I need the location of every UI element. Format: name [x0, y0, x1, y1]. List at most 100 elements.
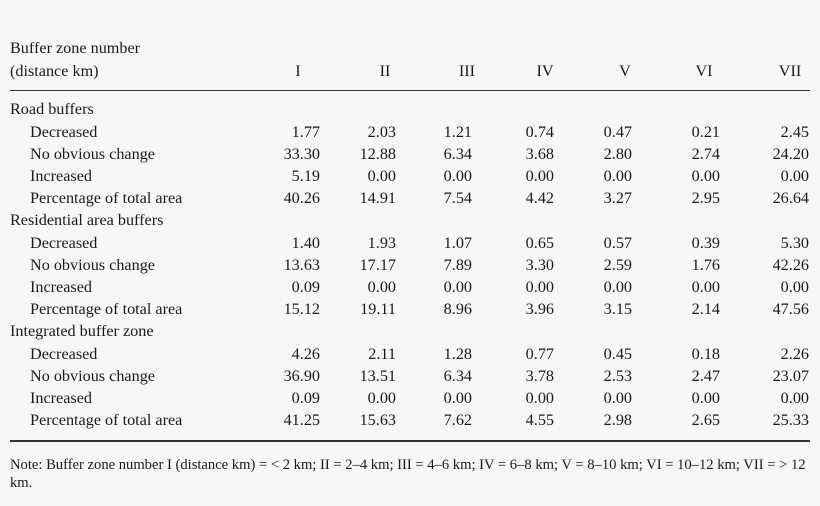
column-header-V: V: [619, 62, 631, 80]
cell: 25.33: [772, 411, 809, 429]
cell: 2.11: [368, 345, 396, 363]
row-label: Percentage of total area: [30, 411, 183, 429]
cell: 0.00: [525, 167, 554, 185]
column-header-VII: VII: [778, 62, 802, 80]
cell: 0.65: [525, 234, 554, 252]
column-header-II: II: [379, 62, 391, 80]
footer-rule: [10, 440, 810, 442]
column-header-III: III: [458, 62, 476, 80]
cell: 1.93: [367, 234, 396, 252]
row-label: Increased: [30, 167, 93, 185]
header-rule: [10, 90, 810, 91]
cell: 0.00: [367, 389, 396, 407]
cell: 0.00: [443, 389, 472, 407]
cell: 0.00: [780, 167, 809, 185]
cell: 0.00: [691, 167, 720, 185]
row-label: No obvious change: [30, 145, 155, 163]
cell: 0.47: [603, 123, 632, 141]
group-title-residential: Residential area buffers: [10, 211, 164, 229]
cell: 0.00: [525, 278, 554, 296]
row-label: Percentage of total area: [30, 189, 183, 207]
cell: 7.54: [443, 189, 472, 207]
cell: 5.30: [780, 234, 809, 252]
cell: 47.56: [772, 300, 809, 318]
cell: 0.09: [291, 389, 320, 407]
cell: 2.53: [603, 367, 632, 385]
cell: 0.00: [691, 278, 720, 296]
cell: 2.14: [691, 300, 720, 318]
cell: 0.00: [367, 278, 396, 296]
column-header-IV: IV: [536, 62, 554, 80]
row-label: No obvious change: [30, 367, 155, 385]
row-label: Decreased: [30, 345, 98, 363]
cell: 2.45: [780, 123, 809, 141]
cell: 1.76: [691, 256, 720, 274]
cell: 24.20: [772, 145, 809, 163]
cell: 8.96: [443, 300, 472, 318]
cell: 13.51: [359, 367, 396, 385]
cell: 5.19: [291, 167, 320, 185]
cell: 1.40: [291, 234, 320, 252]
cell: 0.00: [780, 278, 809, 296]
cell: 3.68: [525, 145, 554, 163]
cell: 2.95: [691, 189, 720, 207]
cell: 14.91: [359, 189, 396, 207]
cell: 2.47: [691, 367, 720, 385]
cell: 0.00: [443, 278, 472, 296]
group-title-integrated: Integrated buffer zone: [10, 322, 154, 340]
cell: 4.55: [525, 411, 554, 429]
cell: 15.63: [359, 411, 396, 429]
cell: 19.11: [360, 300, 396, 318]
column-header-VI: VI: [695, 62, 713, 80]
cell: 0.74: [525, 123, 554, 141]
cell: 7.62: [443, 411, 472, 429]
header-label-line1: Buffer zone number: [10, 39, 141, 57]
cell: 0.00: [443, 167, 472, 185]
cell: 40.26: [283, 189, 320, 207]
cell: 23.07: [772, 367, 809, 385]
cell: 1.77: [291, 123, 320, 141]
cell: 4.42: [525, 189, 554, 207]
cell: 0.39: [691, 234, 720, 252]
cell: 41.25: [283, 411, 320, 429]
cell: 0.77: [525, 345, 554, 363]
cell: 2.26: [780, 345, 809, 363]
cell: 3.78: [525, 367, 554, 385]
cell: 0.21: [691, 123, 720, 141]
cell: 0.18: [691, 345, 720, 363]
cell: 33.30: [283, 145, 320, 163]
cell: 6.34: [443, 145, 472, 163]
cell: 4.26: [291, 345, 320, 363]
cell: 0.00: [603, 389, 632, 407]
cell: 1.21: [443, 123, 472, 141]
cell: 0.00: [603, 278, 632, 296]
cell: 2.98: [603, 411, 632, 429]
column-header-I: I: [295, 62, 301, 80]
cell: 17.17: [359, 256, 396, 274]
row-label: No obvious change: [30, 256, 155, 274]
table-note: Note: Buffer zone number I (distance km)…: [10, 457, 806, 491]
cell: 3.30: [525, 256, 554, 274]
cell: 13.63: [283, 256, 320, 274]
row-label: Increased: [30, 278, 93, 296]
cell: 15.12: [283, 300, 320, 318]
cell: 2.74: [691, 145, 720, 163]
cell: 26.64: [772, 189, 809, 207]
cell: 2.65: [691, 411, 720, 429]
cell: 7.89: [443, 256, 472, 274]
cell: 2.80: [603, 145, 632, 163]
group-title-road: Road buffers: [10, 100, 94, 118]
header-label-line2: (distance km): [10, 62, 99, 80]
cell: 0.00: [691, 389, 720, 407]
cell: 3.27: [603, 189, 632, 207]
cell: 42.26: [772, 256, 809, 274]
cell: 0.00: [525, 389, 554, 407]
cell: 0.45: [603, 345, 632, 363]
cell: 3.15: [603, 300, 632, 318]
cell: 12.88: [359, 145, 396, 163]
row-label: Increased: [30, 389, 93, 407]
cell: 3.96: [525, 300, 554, 318]
cell: 0.00: [367, 167, 396, 185]
cell: 2.03: [367, 123, 396, 141]
